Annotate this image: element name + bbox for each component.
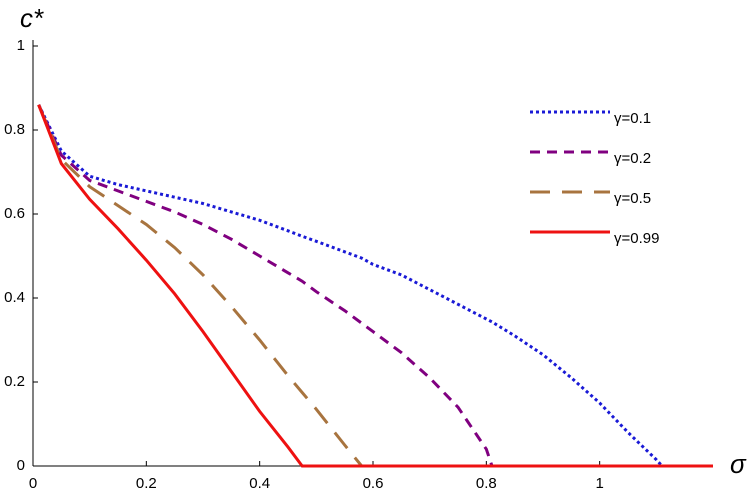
x-axis-label: σ <box>730 449 747 479</box>
x-tick-label: 0.6 <box>363 475 384 492</box>
x-tick-label: 0.8 <box>476 475 497 492</box>
x-tick-label: 0.4 <box>249 475 270 492</box>
series-line <box>37 104 713 468</box>
series-line <box>37 104 713 468</box>
legend-label: γ=0.99 <box>614 230 659 247</box>
x-tick-label: 0 <box>29 475 37 492</box>
legend-label: γ=0.2 <box>614 150 651 167</box>
x-tick-label: 1 <box>595 475 603 492</box>
series-line <box>37 104 713 468</box>
y-tick-label: 0.8 <box>4 121 25 138</box>
series-line <box>37 104 713 468</box>
y-tick-label: 1 <box>17 37 25 54</box>
y-tick-label: 0 <box>17 457 25 474</box>
y-tick-label: 0.6 <box>4 205 25 222</box>
legend-label: γ=0.5 <box>614 190 651 207</box>
x-tick-label: 0.2 <box>136 475 157 492</box>
y-tick-label: 0.4 <box>4 289 25 306</box>
legend-label: γ=0.1 <box>614 110 651 127</box>
y-axis-label: c* <box>20 3 44 33</box>
y-tick-label: 0.2 <box>4 373 25 390</box>
